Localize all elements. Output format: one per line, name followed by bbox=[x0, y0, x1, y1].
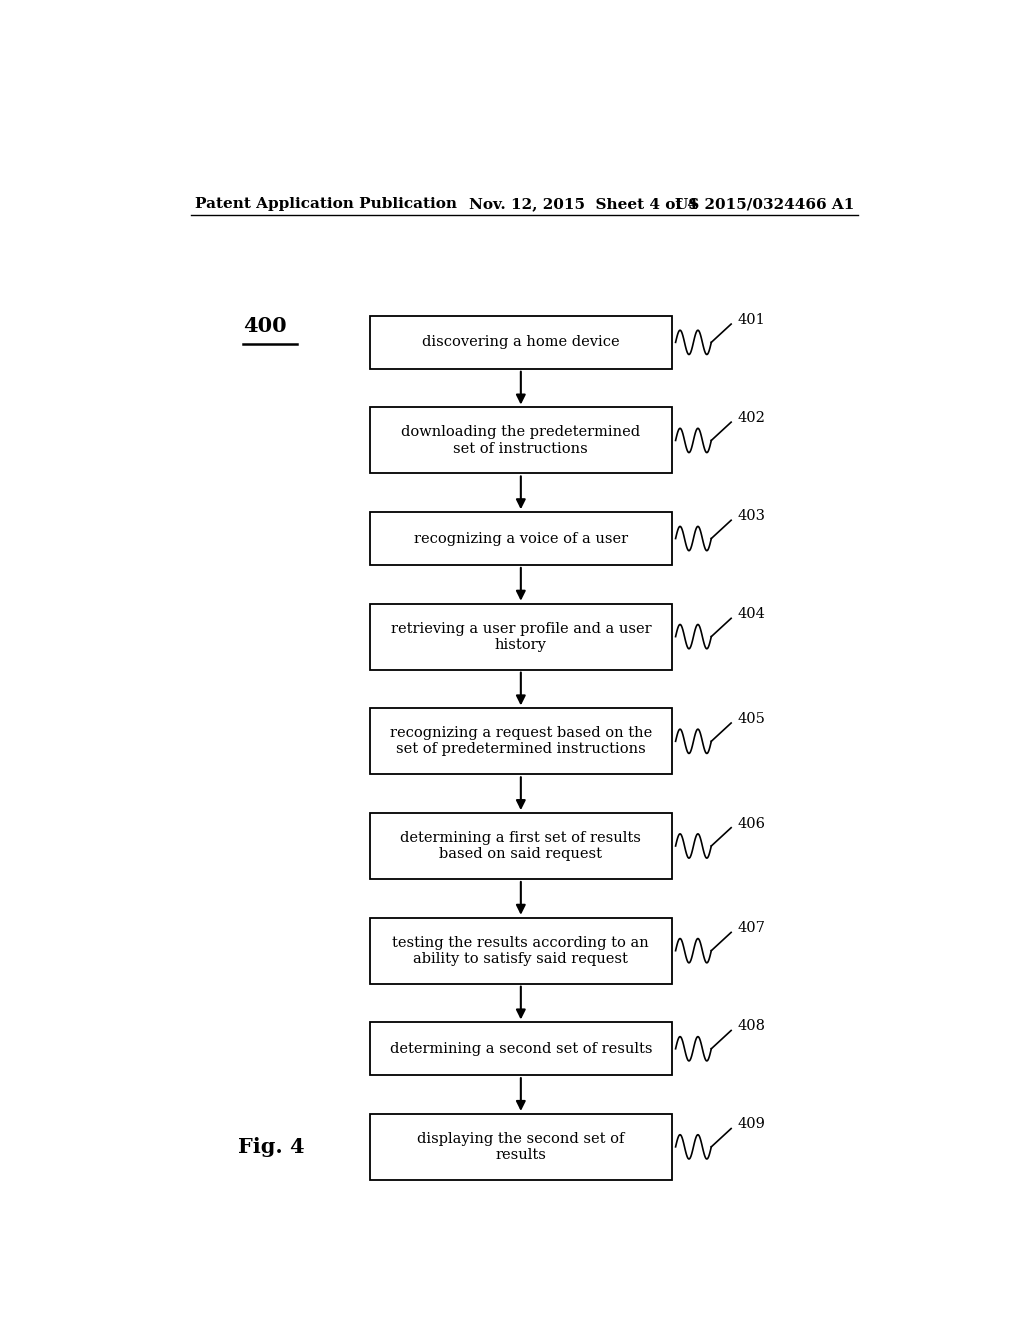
Text: recognizing a voice of a user: recognizing a voice of a user bbox=[414, 532, 628, 545]
Text: 404: 404 bbox=[737, 607, 765, 622]
Text: US 2015/0324466 A1: US 2015/0324466 A1 bbox=[675, 197, 854, 211]
Text: 401: 401 bbox=[737, 313, 765, 327]
Text: discovering a home device: discovering a home device bbox=[422, 335, 620, 350]
Text: 405: 405 bbox=[737, 711, 765, 726]
FancyBboxPatch shape bbox=[370, 315, 672, 368]
FancyBboxPatch shape bbox=[370, 813, 672, 879]
Text: 408: 408 bbox=[737, 1019, 766, 1034]
Text: 406: 406 bbox=[737, 817, 766, 830]
Text: determining a second set of results: determining a second set of results bbox=[389, 1041, 652, 1056]
FancyBboxPatch shape bbox=[370, 1022, 672, 1076]
FancyBboxPatch shape bbox=[370, 603, 672, 669]
FancyBboxPatch shape bbox=[370, 709, 672, 775]
Text: Nov. 12, 2015  Sheet 4 of 4: Nov. 12, 2015 Sheet 4 of 4 bbox=[469, 197, 698, 211]
Text: retrieving a user profile and a user
history: retrieving a user profile and a user his… bbox=[390, 622, 651, 652]
Text: 407: 407 bbox=[737, 921, 765, 936]
Text: Fig. 4: Fig. 4 bbox=[238, 1137, 304, 1156]
Text: Patent Application Publication: Patent Application Publication bbox=[196, 197, 458, 211]
Text: recognizing a request based on the
set of predetermined instructions: recognizing a request based on the set o… bbox=[390, 726, 652, 756]
Text: displaying the second set of
results: displaying the second set of results bbox=[417, 1131, 625, 1162]
Text: determining a first set of results
based on said request: determining a first set of results based… bbox=[400, 830, 641, 861]
Text: 402: 402 bbox=[737, 411, 765, 425]
FancyBboxPatch shape bbox=[370, 917, 672, 983]
Text: 409: 409 bbox=[737, 1118, 765, 1131]
Text: 403: 403 bbox=[737, 510, 766, 523]
FancyBboxPatch shape bbox=[370, 1114, 672, 1180]
FancyBboxPatch shape bbox=[370, 408, 672, 474]
Text: 400: 400 bbox=[243, 315, 287, 337]
Text: downloading the predetermined
set of instructions: downloading the predetermined set of ins… bbox=[401, 425, 640, 455]
Text: testing the results according to an
ability to satisfy said request: testing the results according to an abil… bbox=[392, 936, 649, 966]
FancyBboxPatch shape bbox=[370, 512, 672, 565]
